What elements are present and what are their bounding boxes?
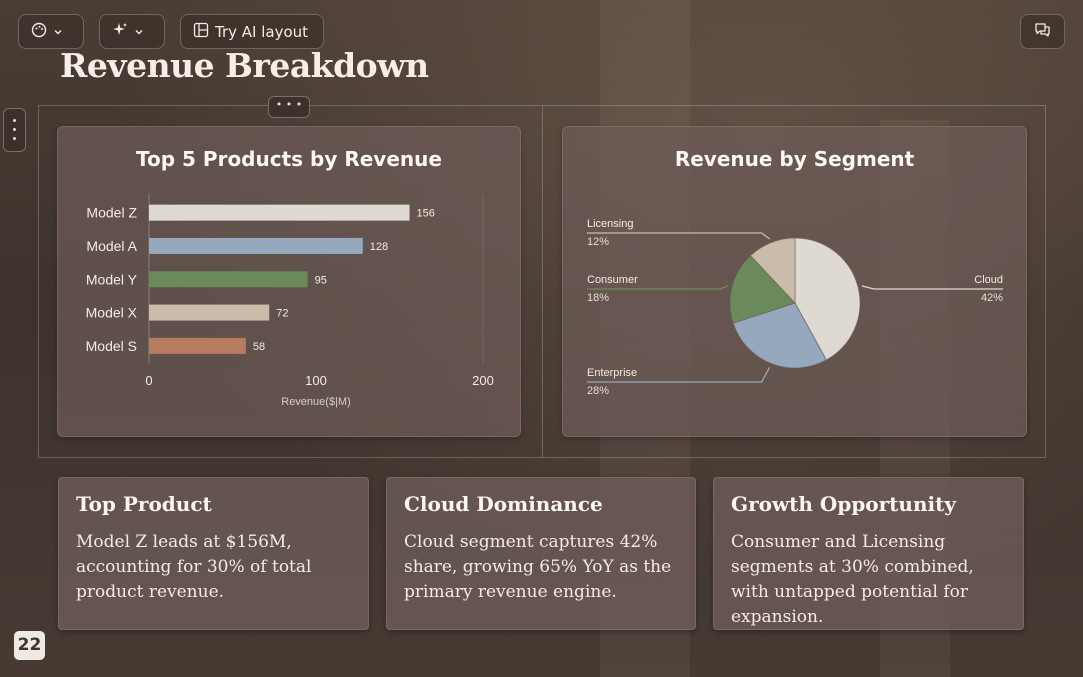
bar [149, 204, 410, 221]
x-tick-label: 100 [305, 373, 327, 388]
comments-button[interactable] [1020, 14, 1065, 49]
insight-title: Growth Opportunity [731, 492, 956, 516]
palette-icon [31, 22, 47, 42]
layout-icon [193, 22, 209, 42]
x-tick-label: 200 [472, 373, 494, 388]
bar-chart-title: Top 5 Products by Revenue [136, 147, 442, 171]
insight-body: Consumer and Licensing segments at 30% c… [731, 532, 974, 627]
pie-slice-label: Licensing [587, 218, 633, 230]
page-number-badge[interactable]: 22 [14, 631, 45, 660]
pie-slice [729, 254, 796, 324]
pie-slice [732, 302, 827, 369]
insight-body: Cloud segment captures 42% share, growin… [404, 532, 672, 602]
insight-title: Cloud Dominance [404, 492, 603, 516]
comments-icon [1034, 22, 1051, 42]
bar-value-label: 72 [276, 308, 288, 320]
grid-drag-handle[interactable]: • • • [268, 96, 310, 118]
insight-title: Top Product [76, 492, 212, 516]
try-ai-layout-label: Try AI layout [215, 22, 309, 41]
x-axis-label: Revenue($|M) [281, 396, 351, 408]
pie-slice-label: Enterprise [587, 367, 637, 379]
chevron-down-icon [134, 23, 144, 41]
pie-slice-label: Consumer [587, 274, 638, 286]
bar-value-label: 95 [315, 274, 327, 286]
pie-leader-line [861, 285, 1003, 290]
pie-leader-line [587, 366, 771, 383]
bar-chart-card: Top 5 Products by Revenue Model Z 156 Mode… [57, 126, 521, 437]
theme-button[interactable] [18, 14, 84, 49]
insight-card-growth-opportunity: Growth Opportunity Consumer and Licensin… [713, 477, 1024, 630]
pie-slice-label: Cloud [974, 274, 1003, 286]
insight-body: Model Z leads at $156M, accounting for 3… [76, 532, 312, 602]
try-ai-layout-button[interactable]: Try AI layout [180, 14, 324, 49]
bar-category-label: Model X [86, 305, 138, 321]
pie-slice-percent: 42% [981, 292, 1003, 304]
pie-slice [749, 237, 796, 305]
bar [149, 237, 363, 254]
ai-menu-button[interactable] [99, 14, 165, 49]
bar-value-label: 58 [253, 341, 265, 353]
insight-card-cloud-dominance: Cloud Dominance Cloud segment captures 4… [386, 477, 696, 630]
grid-divider[interactable] [542, 106, 543, 457]
bar [149, 271, 308, 288]
side-drag-handle[interactable] [3, 108, 26, 152]
bar [149, 337, 246, 354]
bar-chart: Model Z 156 Model A 128 Model Y 95 Model X 72 Mo… [86, 194, 494, 408]
pie-slice-percent: 12% [587, 236, 609, 248]
insight-card-top-product: Top Product Model Z leads at $156M, acco… [58, 477, 369, 630]
pie-chart-card: Revenue by Segment Cloud 42% Enterprise 28%… [562, 126, 1027, 437]
pie-slice-percent: 28% [587, 385, 609, 397]
pie-slice [794, 237, 861, 361]
bar-category-label: Model Z [86, 205, 137, 221]
x-tick-label: 0 [145, 373, 152, 388]
chart-grid [38, 105, 1046, 458]
bar-value-label: 128 [370, 241, 388, 253]
bar-category-label: Model S [86, 338, 137, 354]
bar-value-label: 156 [417, 208, 435, 220]
pie-leader-line [587, 285, 729, 290]
chevron-down-icon [53, 23, 63, 41]
pie-chart: Cloud 42% Enterprise 28% Consumer 18% Licensin… [587, 218, 1003, 397]
slide-title: Revenue Breakdown [60, 46, 429, 85]
bar [149, 304, 270, 321]
bar-category-label: Model A [86, 238, 137, 254]
pie-leader-line [587, 232, 770, 240]
pie-chart-title: Revenue by Segment [674, 147, 915, 171]
bar-category-label: Model Y [86, 271, 138, 287]
pie-slice-percent: 18% [587, 292, 609, 304]
sparkle-icon [112, 22, 128, 42]
